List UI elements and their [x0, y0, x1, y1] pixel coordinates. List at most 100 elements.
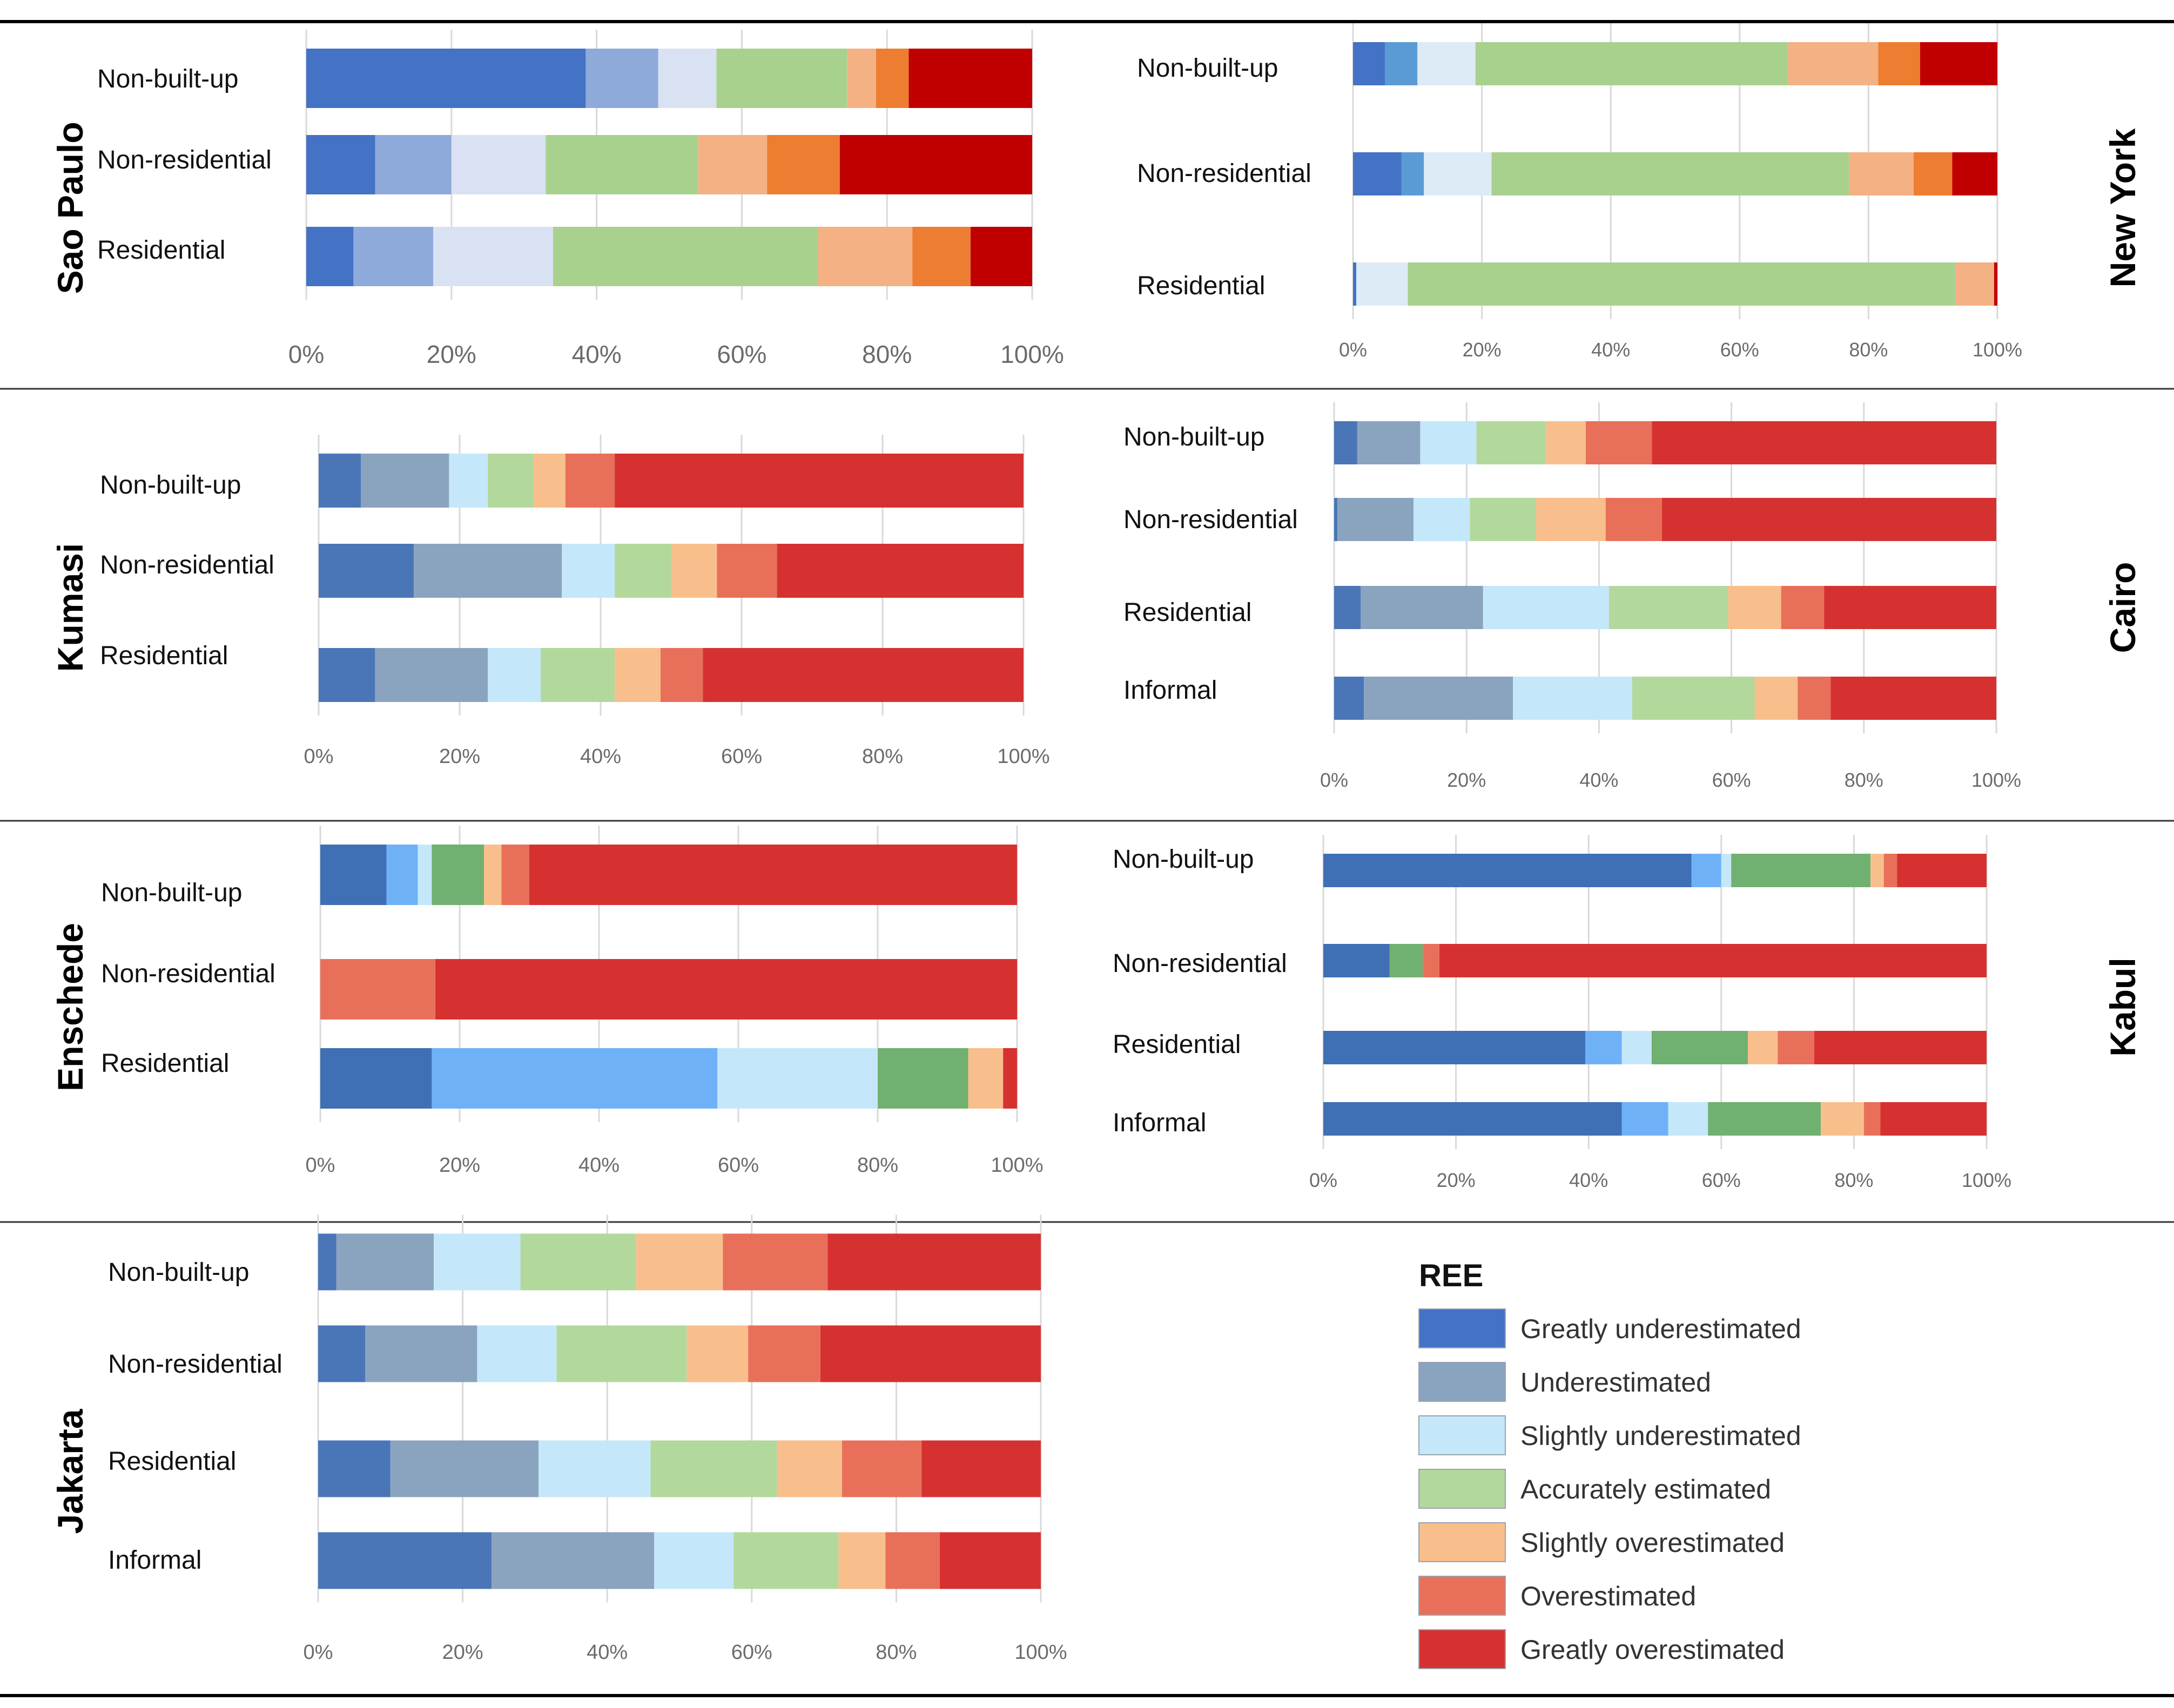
new-york-tick-label: 80%	[1849, 339, 1888, 361]
jakarta-bar-non-built-up-greatly-overestimated	[827, 1233, 1041, 1291]
jakarta-bar-residential-overestimated	[842, 1440, 922, 1497]
kabul-bar-informal-slightly-underestimated	[1668, 1102, 1708, 1136]
jakarta-bar-residential-slightly-overestimated	[777, 1440, 842, 1497]
new-york-tick-label: 0%	[1339, 339, 1367, 361]
cairo-bar-non-built-up-underestimated	[1357, 421, 1421, 464]
jakarta-city-label: Jakarta	[50, 1408, 90, 1534]
cairo-bar-residential-greatly-underestimated	[1334, 586, 1361, 629]
kabul-bar-residential-slightly-overestimated	[1747, 1031, 1778, 1064]
enschede-tick-label: 100%	[991, 1154, 1043, 1177]
jakarta-bar-non-residential-underestimated	[365, 1325, 477, 1382]
sao-paulo-bar-non-built-up-slightly-underestimated	[658, 49, 717, 108]
kabul-city-label: Kabul	[2103, 957, 2143, 1056]
cairo-bar-informal-greatly-underestimated	[1334, 677, 1364, 720]
legend-swatch-greatly-underestimated	[1418, 1308, 1506, 1348]
kabul-bar-informal-accurately-estimated	[1708, 1102, 1821, 1136]
new-york-bar-residential-slightly-underestimated	[1356, 262, 1408, 306]
jakarta-bar-non-residential-greatly-underestimated	[318, 1325, 365, 1382]
legend-label-overestimated: Overestimated	[1520, 1581, 1696, 1611]
cairo-tick-label: 80%	[1845, 769, 1883, 791]
legend-swatch-greatly-overestimated	[1418, 1629, 1506, 1669]
enschede-category-label: Non-residential	[101, 960, 275, 988]
kumasi-bar-residential-underestimated	[375, 648, 488, 702]
jakarta-bar-non-built-up-underestimated	[336, 1233, 434, 1291]
enschede-bar-non-residential-overestimated	[320, 959, 435, 1020]
new-york-tick-label: 60%	[1720, 339, 1759, 361]
new-york-bar-non-residential-overestimated	[1913, 152, 1953, 195]
kabul-tick-label: 80%	[1834, 1169, 1873, 1191]
sao-paulo-tick-label: 0%	[288, 340, 324, 368]
jakarta-tick-label: 0%	[304, 1641, 333, 1664]
new-york-bar-non-built-up-greatly-overestimated	[1920, 42, 1997, 85]
cairo-bar-informal-underestimated	[1364, 677, 1513, 720]
cairo-tick-label: 40%	[1579, 769, 1618, 791]
kabul-tick-label: 60%	[1702, 1169, 1741, 1191]
jakarta-bar-non-residential-overestimated	[748, 1325, 820, 1382]
kumasi-bar-residential-slightly-overestimated	[615, 648, 661, 702]
bars-layer	[306, 42, 1997, 1589]
sao-paulo-bar-non-built-up-accurately-estimated	[716, 49, 847, 108]
kabul-bar-residential-slightly-underestimated	[1621, 1031, 1652, 1064]
enschede-bar-non-built-up-overestimated	[501, 845, 529, 905]
cairo-bar-non-residential-accurately-estimated	[1470, 498, 1536, 541]
legend-swatch-underestimated	[1418, 1362, 1506, 1402]
legend-swatch-slightly-underestimated	[1418, 1415, 1506, 1455]
enschede-bar-non-built-up-slightly-underestimated	[418, 845, 432, 905]
kumasi-tick-label: 0%	[304, 745, 334, 768]
cairo-bar-informal-overestimated	[1798, 677, 1831, 720]
new-york-bar-non-built-up-slightly-underestimated	[1417, 42, 1476, 85]
kabul-category-label: Residential	[1113, 1030, 1241, 1059]
jakarta-tick-label: 60%	[731, 1641, 772, 1664]
legend-swatch-overestimated	[1418, 1576, 1506, 1616]
kumasi-bar-non-residential-overestimated	[717, 544, 777, 598]
jakarta-tick-label: 40%	[587, 1641, 628, 1664]
new-york-category-label: Residential	[1137, 272, 1265, 300]
kumasi-bar-non-built-up-overestimated	[565, 454, 615, 508]
new-york-category-label: Non-built-up	[1137, 54, 1278, 83]
enschede-bar-non-built-up-slightly-overestimated	[484, 845, 502, 905]
new-york-bar-residential-accurately-estimated	[1408, 262, 1956, 306]
sao-paulo-bar-residential-greatly-underestimated	[306, 227, 354, 286]
jakarta-bar-informal-underestimated	[492, 1532, 655, 1589]
sao-paulo-bar-residential-underestimated	[353, 227, 434, 286]
cairo-tick-label: 60%	[1712, 769, 1751, 791]
kumasi-bar-non-residential-greatly-overestimated	[777, 544, 1024, 598]
kabul-bar-non-built-up-overestimated	[1883, 854, 1897, 887]
kumasi-category-label: Non-built-up	[100, 471, 241, 499]
kabul-bar-residential-overestimated	[1778, 1031, 1814, 1064]
kumasi-bar-residential-greatly-overestimated	[703, 648, 1024, 702]
legend-label-greatly-underestimated: Greatly underestimated	[1520, 1314, 1801, 1344]
sao-paulo-bar-non-residential-underestimated	[375, 135, 452, 194]
sao-paulo-bar-non-residential-slightly-underestimated	[451, 135, 546, 194]
kumasi-city-label: Kumasi	[50, 543, 90, 672]
cairo-bar-non-built-up-slightly-underestimated	[1420, 421, 1477, 464]
enschede-tick-label: 40%	[578, 1154, 620, 1177]
kumasi-bar-non-residential-greatly-underestimated	[319, 544, 414, 598]
jakarta-tick-label: 100%	[1014, 1641, 1067, 1664]
new-york-category-label: Non-residential	[1137, 159, 1311, 188]
cairo-category-label: Non-residential	[1123, 505, 1298, 534]
new-york-tick-label: 100%	[1973, 339, 2022, 361]
new-york-bar-non-built-up-overestimated	[1878, 42, 1920, 85]
jakarta-bar-residential-greatly-underestimated	[318, 1440, 391, 1497]
sao-paulo-tick-label: 40%	[572, 340, 622, 368]
cairo-bar-informal-accurately-estimated	[1632, 677, 1755, 720]
new-york-bar-residential-greatly-underestimated	[1353, 262, 1356, 306]
sao-paulo-city-label: Sao Paulo	[50, 121, 90, 294]
jakarta-bar-non-built-up-slightly-underestimated	[434, 1233, 521, 1291]
new-york-bar-non-built-up-underestimated	[1385, 42, 1418, 85]
sao-paulo-bar-non-built-up-greatly-overestimated	[908, 49, 1032, 108]
new-york-bar-non-built-up-slightly-overestimated	[1788, 42, 1879, 85]
jakarta-bar-informal-slightly-overestimated	[838, 1532, 886, 1589]
legend-swatch-accurately-estimated	[1418, 1469, 1506, 1509]
jakarta-bar-informal-greatly-underestimated	[318, 1532, 492, 1589]
sao-paulo-tick-label: 100%	[1000, 340, 1064, 368]
legend-title: REE	[1419, 1258, 1483, 1293]
jakarta-category-label: Informal	[108, 1546, 201, 1575]
sao-paulo-bar-non-residential-accurately-estimated	[546, 135, 698, 194]
kabul-bar-residential-underestimated	[1585, 1031, 1622, 1064]
legend: REE Greatly underestimated Underestimated S…	[1418, 1258, 1801, 1669]
cairo-bar-non-built-up-slightly-overestimated	[1546, 421, 1586, 464]
jakarta-bar-residential-accurately-estimated	[650, 1440, 777, 1497]
enschede-bar-residential-accurately-estimated	[878, 1048, 968, 1109]
